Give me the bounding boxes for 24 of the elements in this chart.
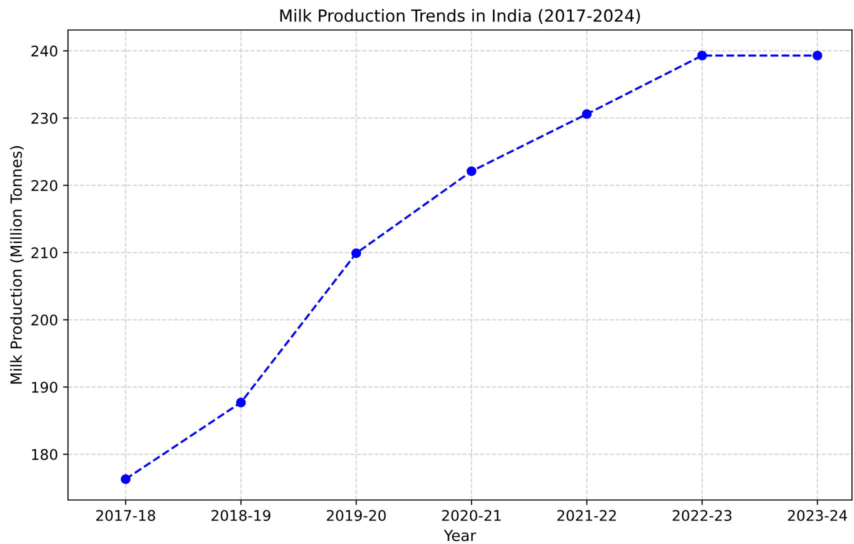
x-tick-label: 2019-20 [326, 510, 386, 522]
x-tick-label: 2017-18 [96, 510, 156, 522]
point [120, 474, 131, 484]
x-tick-label: 2020-21 [442, 510, 501, 522]
point [466, 166, 476, 176]
x-tick-label: 2022-23 [672, 510, 732, 522]
y-tick-label: 190 [32, 382, 58, 393]
y-tick-label: 180 [32, 448, 58, 460]
y-tick-label: 210 [32, 247, 58, 258]
point [697, 50, 707, 60]
y-tick-label: 230 [32, 112, 58, 124]
point [582, 109, 592, 119]
x-axis-title: Year [444, 530, 476, 542]
x-tick-label: 2021-22 [557, 510, 616, 522]
chart-title: Milk Production Trends in India (2017-2024) [280, 9, 640, 24]
point [812, 50, 822, 60]
point [351, 248, 362, 258]
y-tick-label: 220 [32, 180, 58, 192]
x-tick-label: 2023-24 [788, 510, 848, 522]
point [236, 398, 246, 408]
x-tick-label: 2018-19 [212, 510, 270, 522]
y-tick-label: 240 [32, 46, 58, 57]
y-axis-title: Milk Production (Million Tonnes) [10, 146, 24, 384]
y-tick-label: 200 [32, 314, 58, 326]
